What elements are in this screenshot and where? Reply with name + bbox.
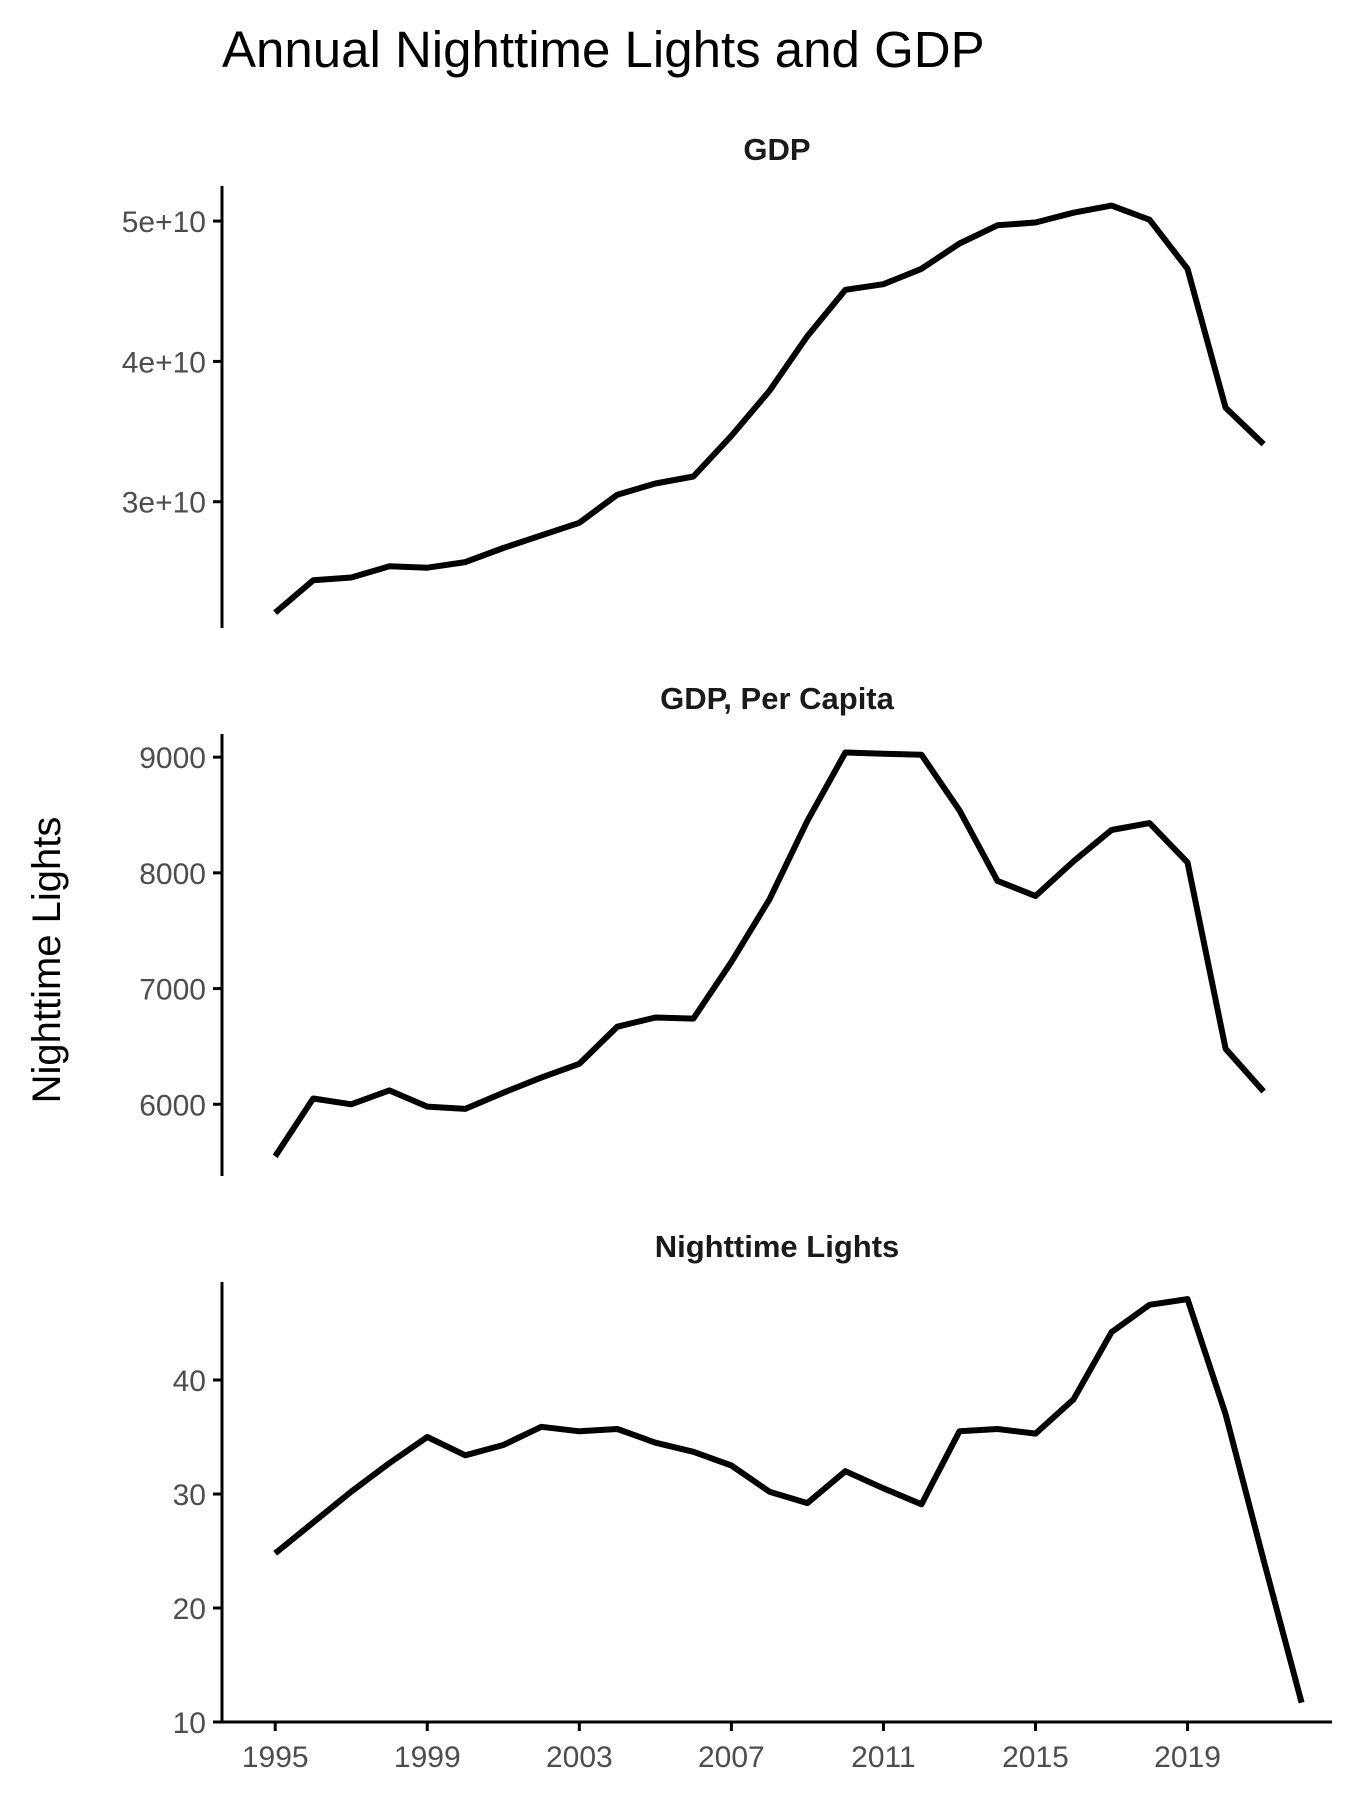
x-tick-label: 1995: [242, 1741, 309, 1774]
y-tick-label: 7000: [139, 974, 206, 1007]
chart-title: Annual Nighttime Lights and GDP: [222, 21, 985, 78]
panel-strip-title: GDP: [743, 132, 810, 167]
x-tick-label: 2015: [1002, 1741, 1069, 1774]
series-line: [273, 1296, 1305, 1704]
panel-strip-title: GDP, Per Capita: [660, 681, 895, 716]
y-tick-label: 20: [173, 1593, 206, 1626]
panel-gdp: GDP 3e+10 4e+10 5e+10: [122, 132, 1266, 628]
x-tick-label: 2019: [1154, 1741, 1221, 1774]
series-line: [273, 202, 1266, 615]
x-tick-label: 1999: [394, 1741, 461, 1774]
y-tick-label: 3e+10: [122, 487, 206, 520]
x-axis: 1995 1999 2003 2007 2011 2015 2019: [222, 1720, 1332, 1774]
panel-nighttime-lights: Nighttime Lights 10 20 30 40: [173, 1229, 1305, 1740]
y-tick-label: 30: [173, 1479, 206, 1512]
y-tick-label: 4e+10: [122, 346, 206, 379]
panel-strip-title: Nighttime Lights: [655, 1229, 900, 1264]
y-tick-label: 6000: [139, 1089, 206, 1122]
y-tick-label: 40: [173, 1365, 206, 1398]
x-tick-label: 2011: [851, 1741, 916, 1774]
y-tick-label: 9000: [139, 742, 206, 775]
y-tick-label: 10: [173, 1707, 206, 1740]
panel-gdp-per-capita: GDP, Per Capita 6000 7000 8000 9000: [139, 681, 1266, 1176]
x-tick-label: 2003: [546, 1741, 613, 1774]
series-line: [272, 749, 1266, 1158]
y-axis-label: Nighttime Lights: [25, 817, 69, 1104]
y-tick-label: 8000: [139, 858, 206, 891]
x-tick-label: 2007: [698, 1741, 765, 1774]
y-tick-label: 5e+10: [122, 206, 206, 239]
